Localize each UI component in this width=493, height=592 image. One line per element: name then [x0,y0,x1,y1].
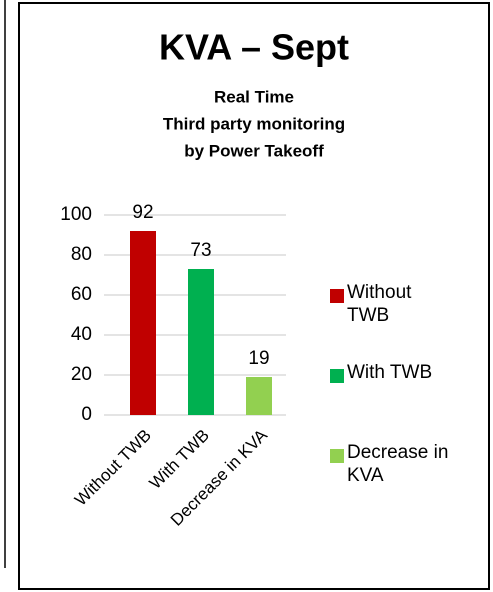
bar [188,269,214,415]
legend-label: Without TWB [347,282,412,326]
legend-label: Decrease in KVA [347,442,449,486]
y-tick-label: 20 [71,364,92,385]
legend-swatch [330,449,344,463]
legend-swatch [330,289,344,303]
legend-swatch [330,369,344,383]
value-label: 19 [248,348,269,369]
value-label: 92 [132,202,153,223]
chart-subtitle: by Power Takeoff [184,141,324,160]
value-label: 73 [190,240,211,261]
legend-label: With TWB [347,362,433,383]
y-tick-label: 0 [81,404,92,425]
y-tick-label: 100 [60,204,92,225]
chart-subtitle: Third party monitoring [163,114,345,133]
x-tick-label: Decrease in KVA [167,425,272,530]
chart-title: KVA – Sept [159,27,349,68]
y-tick-label: 60 [71,284,92,305]
y-tick-label: 40 [71,324,92,345]
chart-frame [18,2,490,590]
chart-subtitle: Real Time [214,87,294,106]
bar [130,231,156,415]
y-tick-label: 80 [71,244,92,265]
x-tick-label: Without TWB [71,426,155,510]
bar [246,377,272,415]
